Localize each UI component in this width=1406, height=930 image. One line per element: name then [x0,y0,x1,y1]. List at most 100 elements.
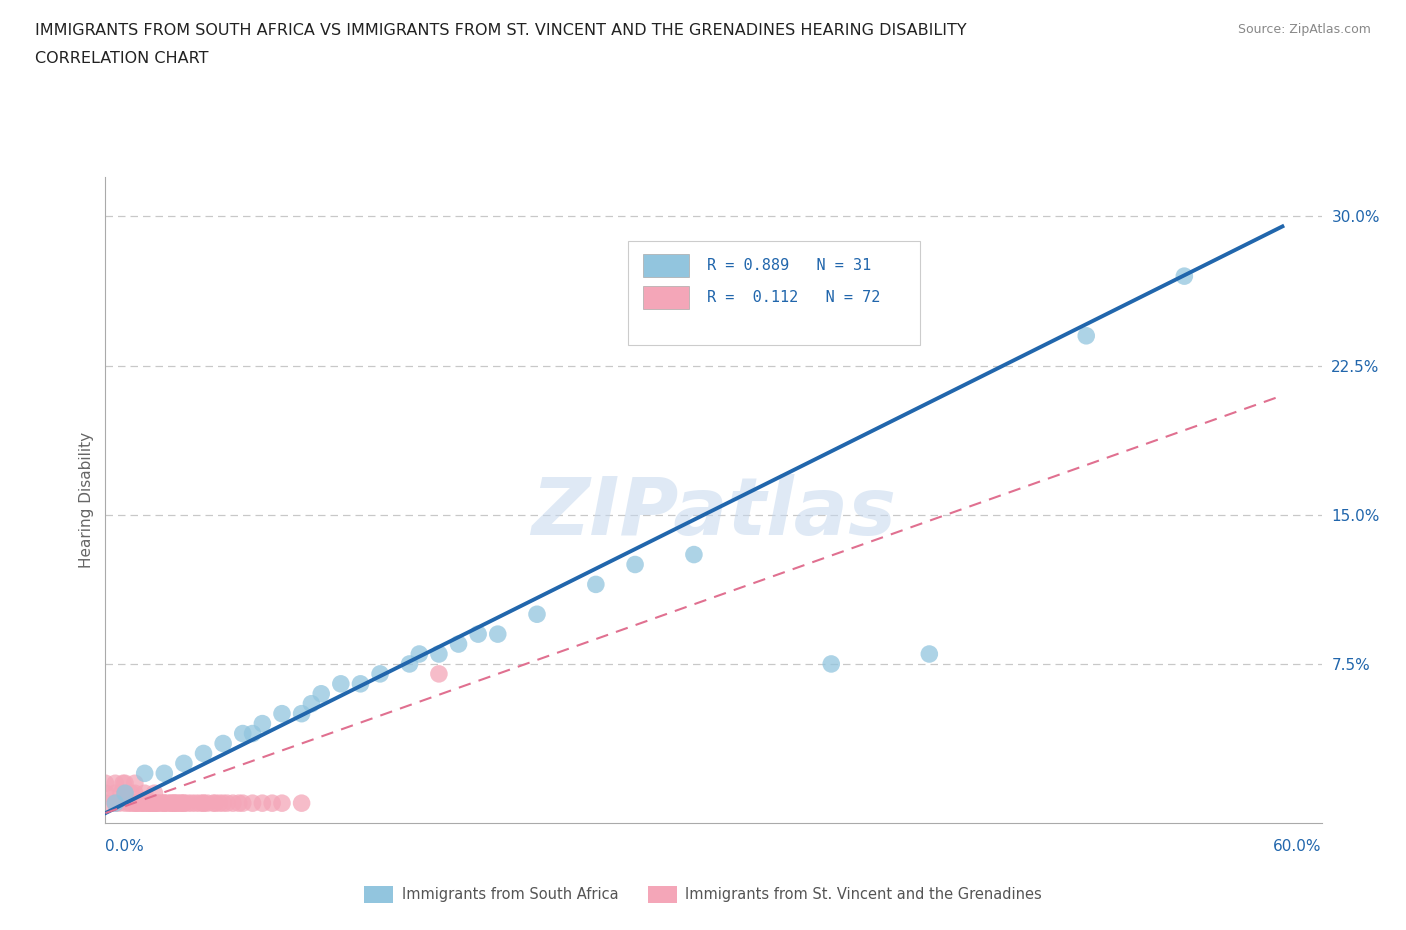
Text: R = 0.889   N = 31: R = 0.889 N = 31 [707,258,872,272]
Point [149,796,172,811]
Point [163,796,186,811]
Point [202,796,225,811]
Text: 60.0%: 60.0% [1274,839,1322,854]
Point [153,766,176,781]
Point [212,736,235,751]
Point [114,786,136,801]
Point [148,796,170,811]
Point [408,646,430,661]
Point [134,786,156,801]
Point [349,676,371,691]
Point [94,796,117,811]
Point [104,786,127,801]
Point [217,796,239,811]
Point [134,796,156,811]
Point [138,796,160,811]
Point [204,796,226,811]
Point [125,796,148,811]
Point [232,796,254,811]
Point [918,646,941,661]
Point [212,796,235,811]
Point [139,796,162,811]
Legend: Immigrants from South Africa, Immigrants from St. Vincent and the Grenadines: Immigrants from South Africa, Immigrants… [359,881,1047,909]
Y-axis label: Hearing Disability: Hearing Disability [79,432,94,568]
Point [271,796,294,811]
Point [138,796,160,811]
Point [309,686,332,701]
Point [242,726,264,741]
FancyBboxPatch shape [643,254,689,277]
Point [128,796,150,811]
Point [153,796,176,811]
FancyBboxPatch shape [643,286,689,309]
Point [163,796,186,811]
Point [143,796,166,811]
Point [104,776,127,790]
Point [157,796,180,811]
Point [104,796,127,811]
Point [232,726,254,741]
Text: R =  0.112   N = 72: R = 0.112 N = 72 [707,290,880,305]
Point [159,796,181,811]
Point [114,786,136,801]
Point [271,706,294,721]
Point [114,796,136,811]
Point [1173,269,1195,284]
Text: CORRELATION CHART: CORRELATION CHART [35,51,208,66]
Point [291,706,314,721]
Point [820,657,842,671]
Point [299,697,322,711]
Point [143,796,166,811]
Point [624,557,647,572]
Point [120,786,142,801]
Point [114,776,136,790]
Point [129,796,152,811]
Point [585,577,607,591]
Point [228,796,250,811]
Point [180,796,202,811]
Point [134,766,156,781]
Point [170,796,193,811]
Text: 0.0%: 0.0% [105,839,145,854]
Point [124,786,146,801]
Text: Source: ZipAtlas.com: Source: ZipAtlas.com [1237,23,1371,36]
Point [173,796,195,811]
Point [242,796,264,811]
Point [124,776,146,790]
Point [173,796,195,811]
Point [145,796,167,811]
Point [222,796,245,811]
Point [486,627,509,642]
Point [1076,328,1098,343]
Point [208,796,231,811]
Point [143,786,166,801]
Point [329,676,352,691]
Point [134,796,156,811]
Point [153,796,176,811]
Point [398,657,420,671]
Point [193,796,215,811]
Point [108,796,131,811]
Point [173,756,195,771]
Point [120,796,142,811]
Point [169,796,191,811]
Point [177,796,200,811]
Point [427,667,450,682]
Point [252,716,274,731]
Point [104,796,127,811]
Text: IMMIGRANTS FROM SOUTH AFRICA VS IMMIGRANTS FROM ST. VINCENT AND THE GRENADINES H: IMMIGRANTS FROM SOUTH AFRICA VS IMMIGRAN… [35,23,967,38]
Point [526,606,548,621]
Point [291,796,314,811]
Point [193,746,215,761]
Point [94,776,117,790]
Point [132,796,155,811]
Point [143,796,166,811]
Point [447,637,470,652]
Point [124,796,146,811]
Point [683,547,706,562]
Point [262,796,284,811]
Point [118,796,141,811]
Point [124,796,146,811]
Point [94,786,117,801]
Point [188,796,211,811]
